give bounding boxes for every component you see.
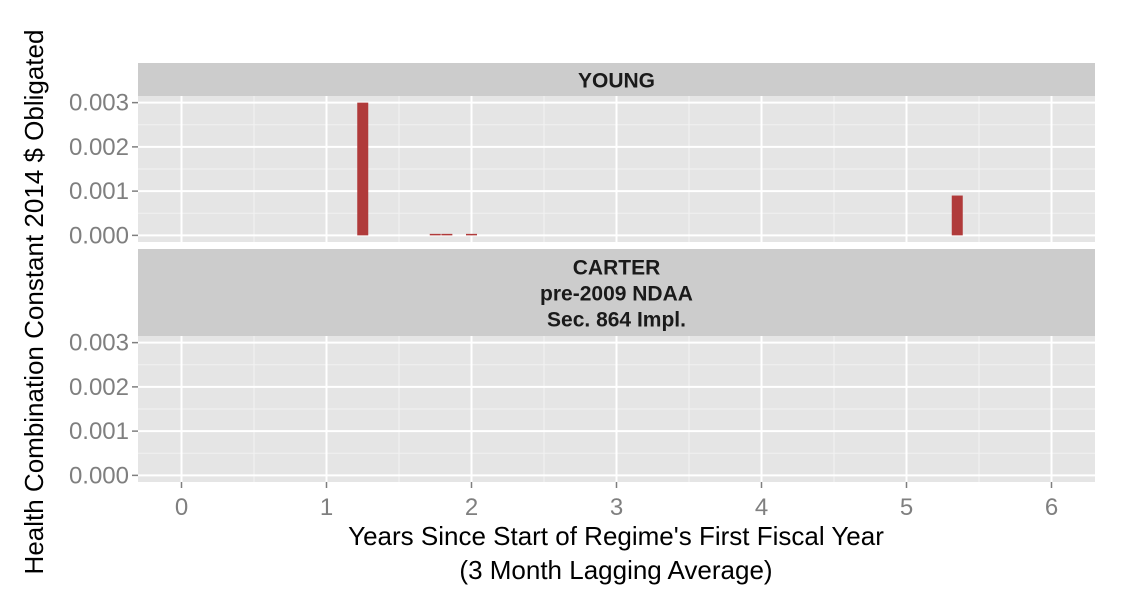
y-tick-label: 0.002 <box>69 134 129 161</box>
x-axis-subtitle: (3 Month Lagging Average) <box>459 555 772 585</box>
bar <box>441 233 453 236</box>
facet-strip-label: CARTER <box>573 257 661 280</box>
y-tick-label: 0.003 <box>69 90 129 117</box>
facet-panel: YOUNG 0.000 0.001 0.002 0.003 <box>69 63 1095 249</box>
bar <box>951 195 963 236</box>
x-tick-label: 4 <box>755 494 768 521</box>
facet-strip-label: pre-2009 NDAA <box>540 283 693 306</box>
facet-strip <box>138 63 1095 96</box>
facet-strip <box>138 249 1095 336</box>
facet-strip-label: Sec. 864 Impl. <box>547 309 686 332</box>
x-tick-label: 3 <box>610 494 623 521</box>
x-tick-label: 6 <box>1045 494 1058 521</box>
x-tick-label: 1 <box>320 494 333 521</box>
y-tick-label: 0.000 <box>69 462 129 489</box>
x-tick-label: 2 <box>465 494 478 521</box>
y-tick-label: 0.002 <box>69 374 129 401</box>
bar <box>429 233 441 236</box>
facets-layer: YOUNG 0.000 0.001 0.002 0.003 CARTER pre-2009 … <box>69 63 1095 489</box>
bar <box>466 233 477 236</box>
y-tick-label: 0.001 <box>69 418 129 445</box>
y-tick-label: 0.001 <box>69 178 129 205</box>
y-tick-label: 0.000 <box>69 222 129 249</box>
x-tick-label: 0 <box>175 494 188 521</box>
y-axis-title: Health Combination Constant 2014 $ Oblig… <box>19 30 49 575</box>
x-axis-title: Years Since Start of Regime's First Fisc… <box>348 521 884 551</box>
facet-strip-label: YOUNG <box>578 70 655 93</box>
bar <box>357 102 369 236</box>
y-tick-label: 0.003 <box>69 330 129 357</box>
x-axis: 0 1 2 3 4 5 6 <box>175 482 1058 521</box>
x-tick-label: 5 <box>900 494 913 521</box>
facet-panel: CARTER pre-2009 NDAA Sec. 864 Impl. 0.000 0.… <box>69 249 1095 489</box>
